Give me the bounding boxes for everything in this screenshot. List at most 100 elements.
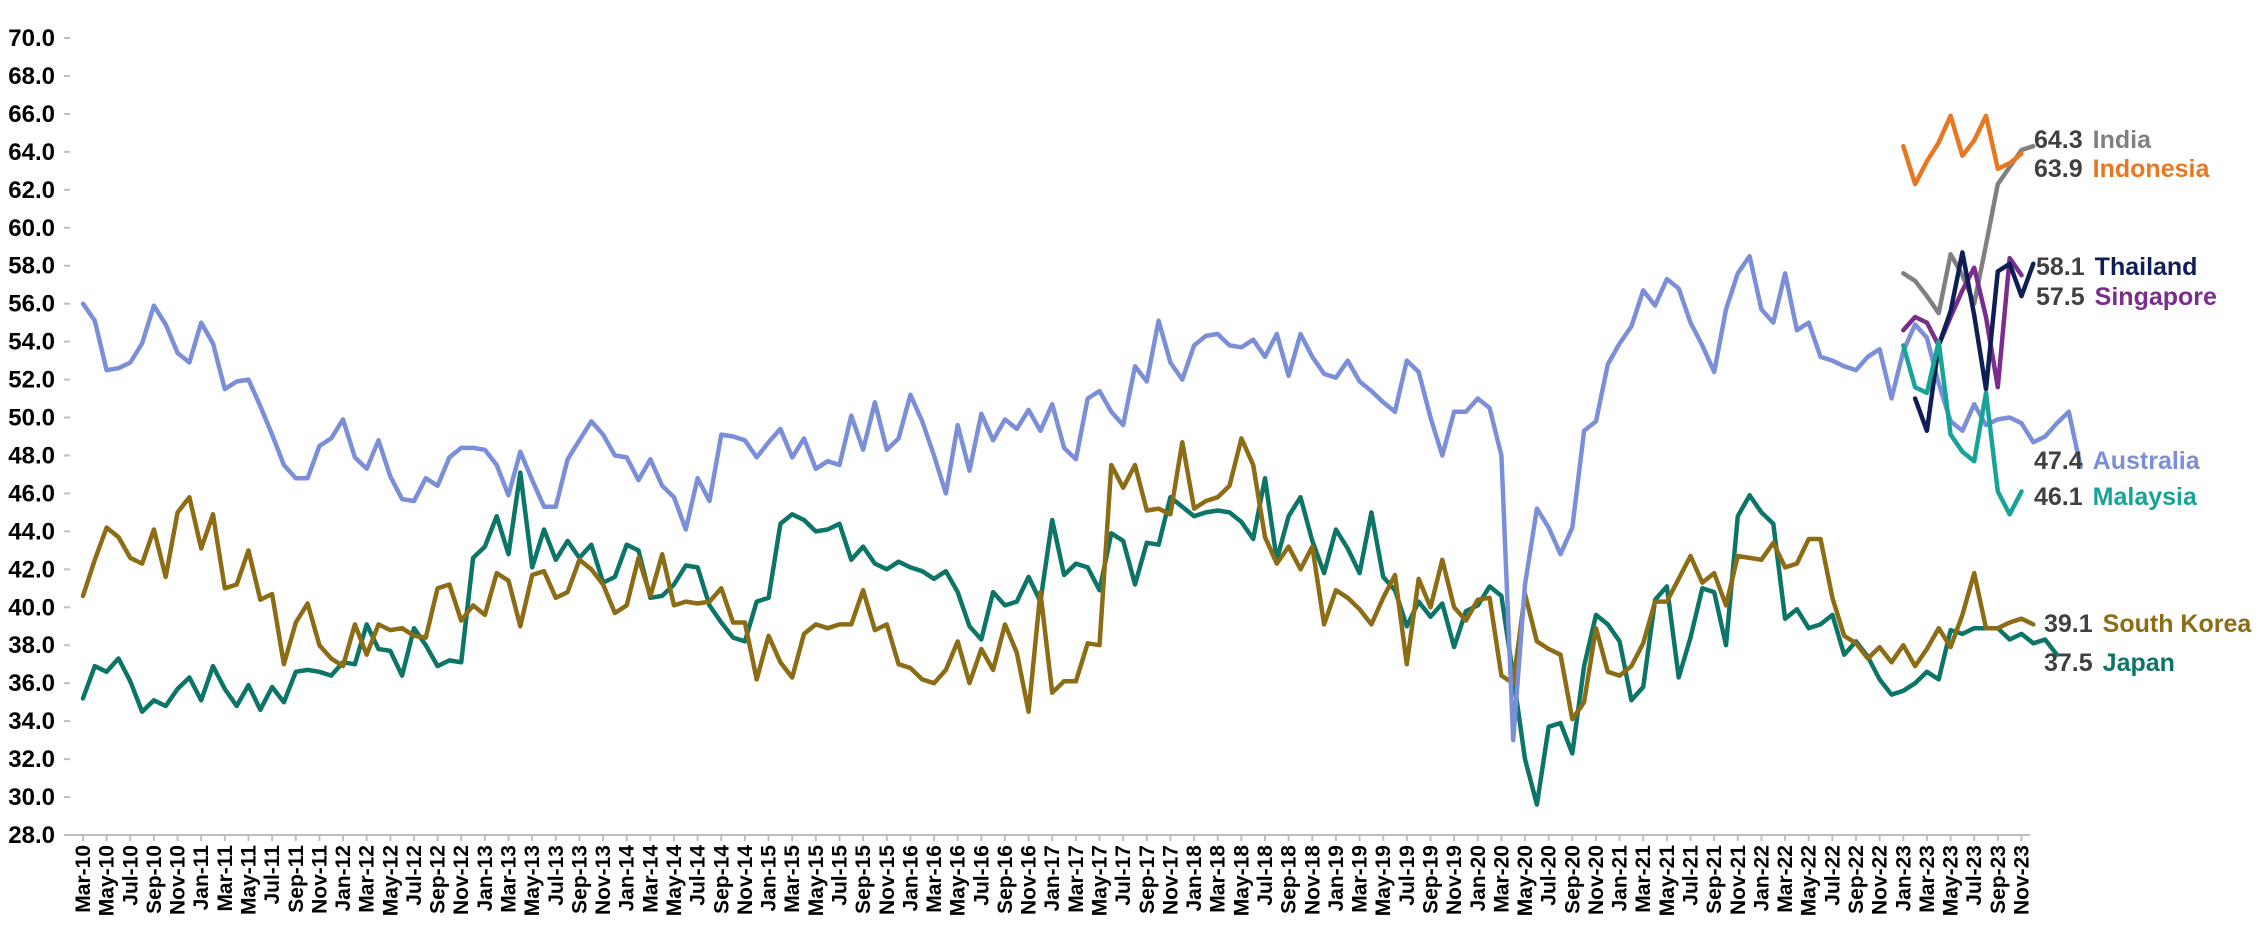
y-tick-label: 56.0	[8, 291, 55, 318]
y-tick-label: 38.0	[8, 632, 55, 659]
x-tick-label: Jul-23	[1963, 845, 1986, 906]
end-label-series-name: Indonesia	[2093, 155, 2211, 183]
x-tick-label: Nov-21	[1727, 845, 1750, 915]
x-tick-label: Nov-23	[2010, 845, 2033, 915]
x-tick-label: Jul-18	[1254, 845, 1277, 906]
y-tick-label: 62.0	[8, 177, 55, 204]
x-tick-label: May-23	[1940, 845, 1963, 916]
x-tick-label: May-19	[1372, 845, 1395, 916]
end-label-indonesia: 63.9 Indonesia	[2034, 155, 2210, 183]
x-tick-label: Mar-13	[498, 845, 521, 913]
x-tick-label: Sep-14	[710, 845, 733, 914]
x-tick-label: Jan-21	[1609, 845, 1632, 912]
x-tick-label: Jul-17	[1112, 845, 1135, 906]
x-tick-label: Sep-18	[1278, 845, 1301, 914]
y-tick-label: 58.0	[8, 253, 55, 280]
x-tick-label: Mar-22	[1774, 845, 1797, 913]
y-axis-ticks: 28.0 30.0 32.0 34.0 36.0 38.0 40.0 42.0 44.0 46.0…	[8, 25, 70, 849]
y-tick-label: 48.0	[8, 442, 55, 469]
end-label-malaysia: 46.1 Malaysia	[2034, 483, 2198, 511]
x-tick-label: May-10	[96, 845, 119, 916]
x-tick-label: Nov-20	[1585, 845, 1608, 915]
x-tick-label: Mar-15	[781, 845, 804, 913]
series-line-singapore	[1901, 255, 2024, 390]
x-tick-label: Jan-17	[1041, 845, 1064, 912]
x-tick-label: Mar-12	[356, 845, 379, 913]
x-tick-label: Mar-10	[72, 845, 95, 913]
y-tick-label: 52.0	[8, 367, 55, 394]
x-tick-label: Mar-16	[923, 845, 946, 913]
series-lines	[80, 113, 2083, 807]
x-axis-ticks: Mar-10 May-10 Jul-10 Sep-10 Nov-10 Jan-11 Mar-…	[72, 835, 2033, 916]
y-tick-label: 36.0	[8, 670, 55, 697]
x-tick-label: Nov-11	[308, 845, 331, 914]
y-tick-label: 34.0	[8, 708, 55, 735]
x-tick-label: Jan-19	[1325, 845, 1348, 912]
x-tick-label: May-12	[379, 845, 402, 916]
y-tick-label: 28.0	[8, 822, 55, 849]
x-tick-label: Nov-12	[450, 845, 473, 915]
x-tick-label: Mar-20	[1490, 845, 1513, 913]
end-label-series-name: South Korea	[2103, 610, 2253, 638]
y-tick-label: 60.0	[8, 215, 55, 242]
x-tick-label: Jul-20	[1538, 845, 1561, 906]
x-tick-label: Sep-15	[852, 845, 875, 914]
x-tick-label: May-16	[947, 845, 970, 916]
y-tick-label: 66.0	[8, 101, 55, 128]
x-tick-label: Jan-13	[474, 845, 497, 912]
end-label-value: 63.9	[2034, 155, 2083, 183]
x-tick-label: Jan-16	[899, 845, 922, 912]
end-label-series-name: Thailand	[2095, 253, 2198, 281]
x-tick-label: Jan-23	[1892, 845, 1915, 912]
x-tick-label: Jul-10	[119, 845, 142, 906]
x-tick-label: Jul-13	[545, 845, 568, 906]
end-label-india: 64.3 India	[2034, 126, 2152, 154]
y-tick-label: 68.0	[8, 63, 55, 90]
end-label-value: 64.3	[2034, 126, 2083, 154]
x-tick-label: Sep-16	[994, 845, 1017, 914]
end-label-japan: 37.5 Japan	[2044, 649, 2175, 677]
x-tick-label: Mar-19	[1349, 845, 1372, 913]
x-tick-label: May-20	[1514, 845, 1537, 916]
y-tick-label: 30.0	[8, 784, 55, 811]
end-label-series-name: Australia	[2093, 447, 2201, 475]
x-tick-label: Jul-11	[261, 845, 284, 905]
x-tick-label: Nov-17	[1159, 845, 1182, 915]
x-tick-label: Mar-18	[1207, 845, 1230, 913]
x-tick-label: Mar-11	[214, 845, 237, 912]
x-tick-label: Nov-22	[1869, 845, 1892, 915]
end-label-value: 37.5	[2044, 649, 2093, 677]
series-line-indonesia	[1901, 113, 2024, 187]
x-tick-label: Nov-16	[1018, 845, 1041, 915]
x-tick-label: May-17	[1089, 845, 1112, 916]
x-tick-label: Sep-17	[1136, 845, 1159, 914]
x-tick-label: Nov-15	[876, 845, 899, 915]
y-tick-label: 50.0	[8, 405, 55, 432]
x-tick-label: Nov-13	[592, 845, 615, 915]
x-tick-label: Jan-15	[758, 845, 781, 912]
x-tick-label: May-14	[663, 845, 686, 917]
series-line-australia	[80, 253, 2083, 743]
end-label-value: 47.4	[2034, 447, 2083, 475]
x-tick-label: Jan-20	[1467, 845, 1490, 912]
x-tick-label: May-15	[805, 845, 828, 917]
end-label-singapore: 57.5 Singapore	[2036, 283, 2217, 311]
x-tick-label: Jul-15	[828, 845, 851, 906]
x-tick-label: Sep-19	[1419, 845, 1442, 914]
y-tick-label: 64.0	[8, 139, 55, 166]
end-label-south-korea: 39.1 South Korea	[2044, 610, 2252, 638]
y-tick-label: 42.0	[8, 556, 55, 583]
x-tick-label: Jan-12	[332, 845, 355, 912]
series-line-malaysia	[1901, 339, 2024, 517]
x-tick-label: May-18	[1230, 845, 1253, 917]
end-label-series-name: Malaysia	[2093, 483, 2198, 511]
x-tick-label: Jan-11	[190, 845, 213, 911]
end-label-thailand: 58.1 Thailand	[2036, 253, 2197, 281]
x-tick-label: Jan-14	[616, 845, 639, 912]
x-tick-label: Sep-21	[1703, 845, 1726, 914]
x-tick-label: Jul-21	[1680, 845, 1703, 906]
x-tick-label: Nov-18	[1301, 845, 1324, 915]
x-tick-label: Sep-11	[285, 845, 308, 913]
series-line-south-korea	[80, 436, 2036, 722]
x-tick-label: Mar-17	[1065, 845, 1088, 913]
